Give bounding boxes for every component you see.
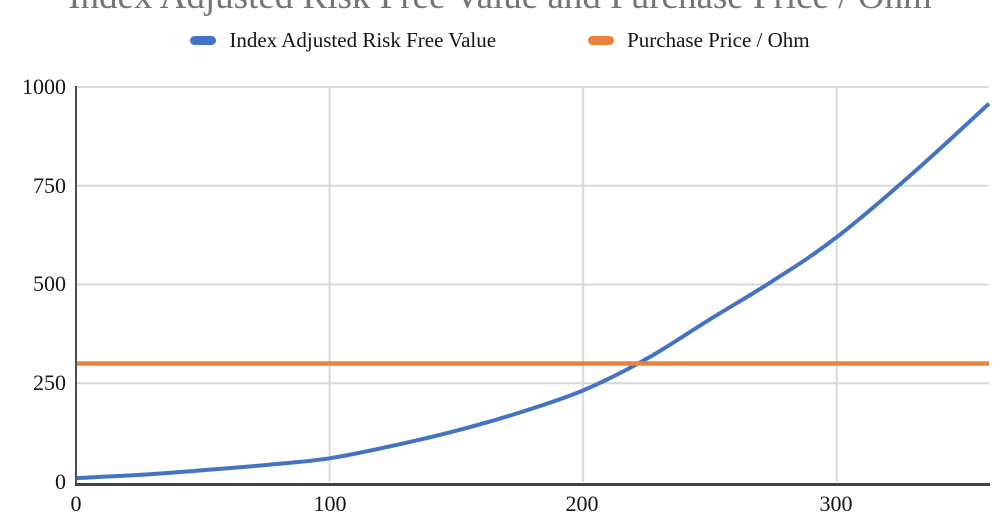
x-tick-label-0: 0 — [70, 491, 82, 516]
series-line-index-adjusted-risk-free-value — [75, 102, 991, 481]
y-tick-label-250: 250 — [33, 370, 66, 395]
chart-title: Index Adjusted Risk Free Value and Purch… — [0, 0, 1000, 19]
legend-label-index-adjusted-risk-free-value: Index Adjusted Risk Free Value — [229, 28, 497, 52]
y-axis-line — [75, 86, 77, 485]
plot-area — [75, 86, 991, 482]
x-tick-label-100: 100 — [313, 491, 347, 516]
legend: Index Adjusted Risk Free Value Purchase … — [0, 28, 1000, 52]
y-tick-label-500: 500 — [33, 271, 66, 296]
legend-item-index-adjusted-risk-free-value: Index Adjusted Risk Free Value — [190, 28, 496, 52]
x-tick-label-200: 200 — [565, 491, 599, 516]
legend-swatch-blue-icon — [190, 35, 217, 45]
x-axis-line — [75, 483, 990, 486]
legend-label-purchase-price-per-ohm: Purchase Price / Ohm — [627, 28, 810, 52]
y-tick-label-750: 750 — [33, 173, 66, 198]
y-tick-label-1000: 1000 — [22, 74, 66, 99]
plot-svg — [75, 86, 991, 482]
x-tick-label-300: 300 — [819, 491, 853, 516]
y-tick-label-0: 0 — [55, 469, 66, 494]
legend-swatch-orange-icon — [588, 35, 615, 45]
legend-item-purchase-price-per-ohm: Purchase Price / Ohm — [588, 28, 810, 52]
